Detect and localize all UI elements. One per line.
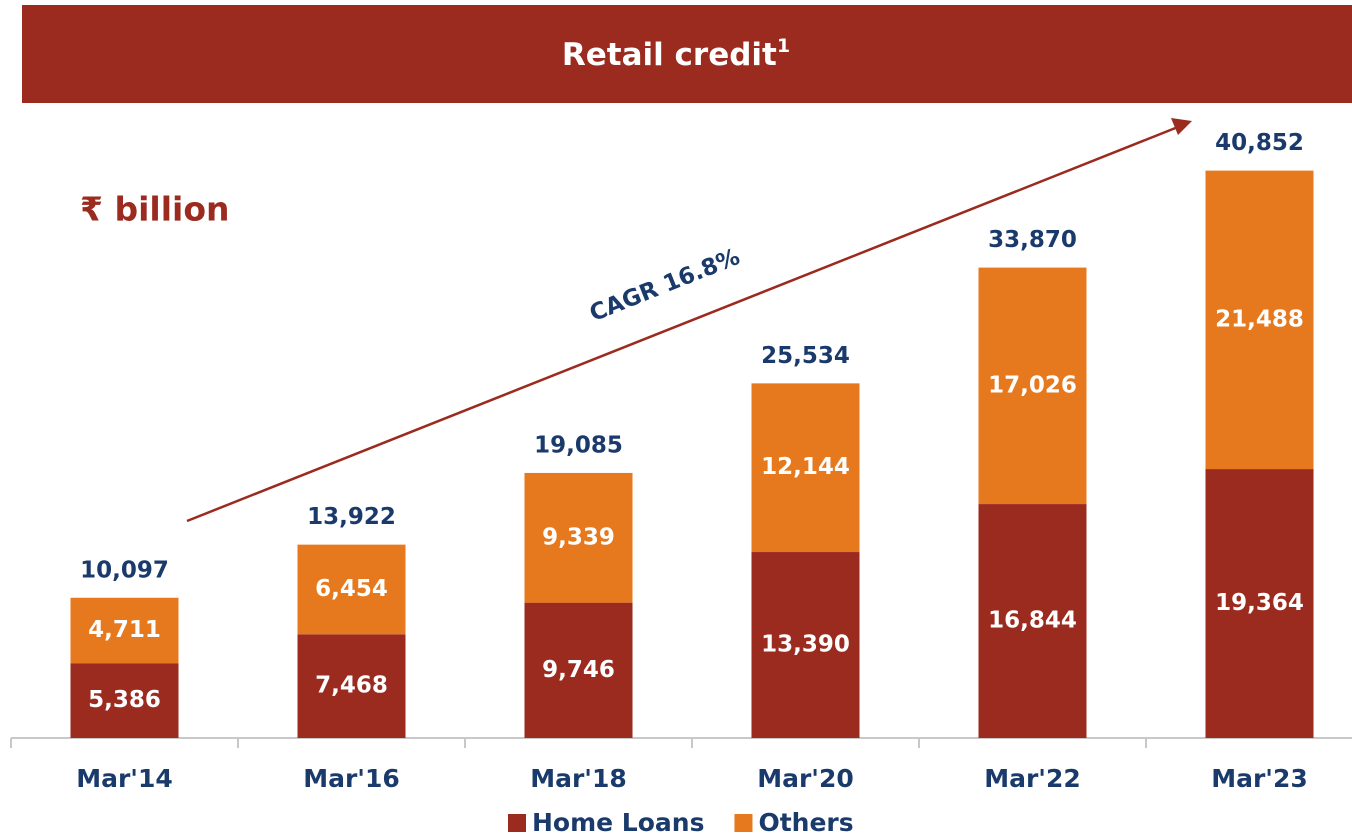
unit-label: ₹ billion bbox=[80, 190, 229, 229]
total-label: 33,870 bbox=[988, 227, 1077, 253]
data-label: 9,339 bbox=[542, 524, 615, 550]
total-label: 40,852 bbox=[1215, 130, 1304, 156]
data-label: 21,488 bbox=[1215, 306, 1304, 332]
title-superscript: 1 bbox=[777, 35, 790, 57]
x-tick-label: Mar'16 bbox=[303, 764, 400, 793]
data-label: 7,468 bbox=[315, 673, 388, 699]
legend-swatch bbox=[508, 814, 526, 832]
bar-segment bbox=[978, 504, 1087, 738]
x-tick-label: Mar'22 bbox=[984, 764, 1081, 793]
legend-label: Home Loans bbox=[532, 808, 704, 837]
x-tick-label: Mar'18 bbox=[530, 764, 627, 793]
bar-segment bbox=[70, 663, 179, 738]
total-label: 13,922 bbox=[307, 504, 396, 530]
total-label: 19,085 bbox=[534, 432, 623, 458]
data-label: 9,746 bbox=[542, 657, 615, 683]
title-banner bbox=[22, 5, 1352, 103]
bar-segment bbox=[524, 472, 633, 603]
x-tick-label: Mar'20 bbox=[757, 764, 854, 793]
bar-segment bbox=[297, 634, 406, 738]
data-label: 19,364 bbox=[1215, 590, 1304, 616]
chart-title: Retail credit1 bbox=[562, 35, 790, 73]
bar-segment bbox=[524, 602, 633, 738]
total-label: 10,097 bbox=[80, 557, 169, 583]
cagr-arrow bbox=[186, 125, 1179, 523]
data-label: 16,844 bbox=[988, 608, 1077, 634]
data-label: 5,386 bbox=[88, 687, 161, 713]
data-label: 13,390 bbox=[761, 632, 850, 658]
bar-segment bbox=[751, 552, 860, 738]
cagr-annotation: CAGR 16.8% bbox=[586, 244, 743, 327]
x-tick-label: Mar'23 bbox=[1211, 764, 1308, 793]
bar-segment bbox=[297, 544, 406, 635]
data-label: 4,711 bbox=[88, 617, 161, 643]
data-label: 17,026 bbox=[988, 372, 1077, 398]
legend-label: Others bbox=[758, 808, 853, 837]
data-label: 12,144 bbox=[761, 454, 850, 480]
bar-segment bbox=[1205, 469, 1314, 738]
bar-segment bbox=[70, 597, 179, 664]
total-label: 25,534 bbox=[761, 343, 850, 369]
data-label: 6,454 bbox=[315, 576, 388, 602]
legend-swatch bbox=[734, 814, 753, 832]
bar-segment bbox=[751, 383, 860, 553]
bar-segment bbox=[978, 267, 1087, 505]
x-tick-label: Mar'14 bbox=[76, 764, 173, 793]
bar-segment bbox=[1205, 170, 1314, 470]
arrow-head bbox=[1171, 118, 1192, 135]
title-text: Retail credit bbox=[562, 37, 777, 73]
